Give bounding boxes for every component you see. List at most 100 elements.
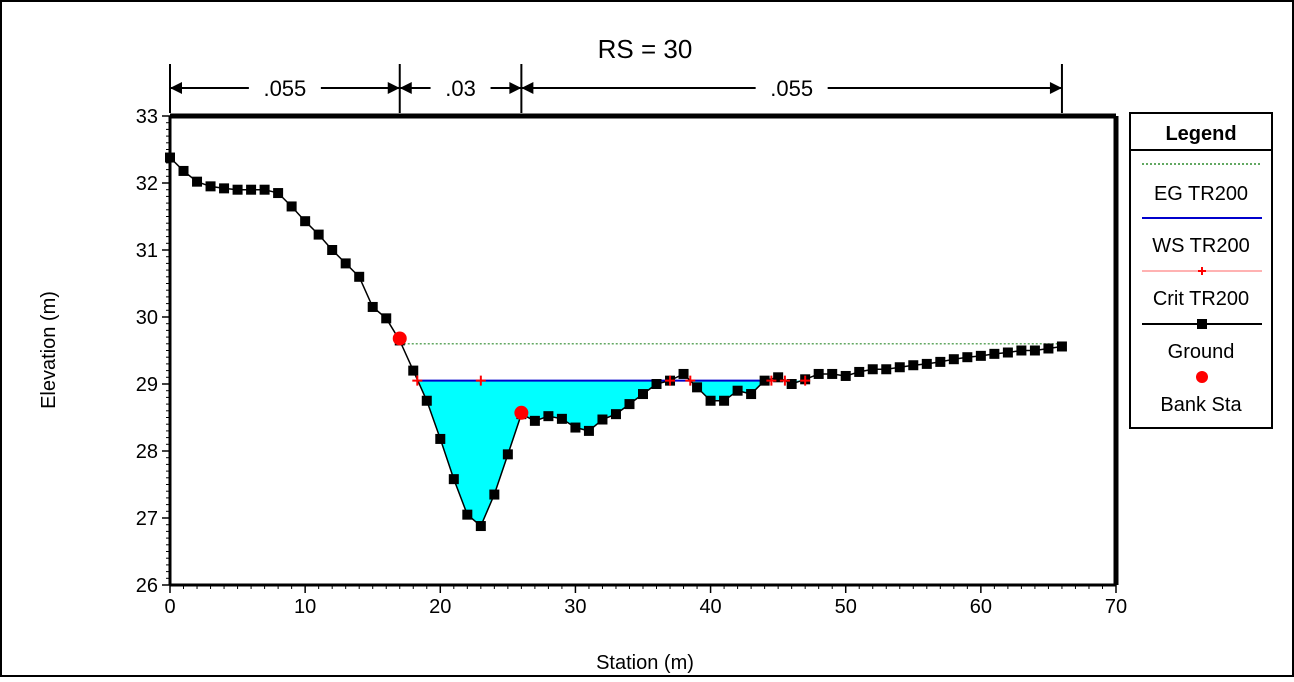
ground-point <box>381 313 392 324</box>
legend-ws-label: WS TR200 <box>1152 235 1249 257</box>
series-layer <box>165 152 1067 532</box>
manning-arrowhead-left <box>170 82 182 94</box>
ground-point <box>354 271 365 282</box>
legend-crit-marker <box>1198 267 1206 275</box>
crit-point <box>779 375 790 386</box>
ground-point <box>840 370 851 381</box>
ground-point <box>192 176 203 187</box>
legend-title: Legend <box>1165 123 1236 145</box>
manning-header: .055 .03 .055 <box>169 64 1063 113</box>
ground-point <box>678 368 689 379</box>
crit-point <box>665 375 676 386</box>
ground-point <box>1016 345 1027 356</box>
legend-eg-label: EG TR200 <box>1154 183 1248 205</box>
x-tick-label-1: 10 <box>294 596 316 618</box>
ground-point <box>827 368 838 379</box>
ground-point <box>327 245 338 255</box>
ground-point <box>948 354 959 365</box>
bank-station-point <box>514 405 529 420</box>
ground-point <box>692 382 703 393</box>
ground-point <box>1029 345 1040 356</box>
ground-point <box>651 379 662 389</box>
crit-point <box>685 375 696 386</box>
ground-point <box>340 258 351 269</box>
y-tick-label-4: 30 <box>136 307 158 329</box>
ground-point <box>854 366 865 377</box>
ground-point <box>894 362 905 373</box>
x-tick-label-6: 60 <box>970 596 992 618</box>
ground-point <box>273 188 284 199</box>
ground-point <box>597 414 608 425</box>
ground-point <box>989 348 1000 359</box>
crit-point <box>412 375 423 386</box>
ground-point <box>1043 343 1054 354</box>
manning-arrowhead-left <box>399 82 412 94</box>
legend-ground-label: Ground <box>1168 341 1235 363</box>
x-tick-label-3: 30 <box>564 596 586 618</box>
ground-point <box>367 301 378 312</box>
ground-point <box>259 184 270 195</box>
legend: Legend EG TR200 WS TR200 Crit TR200 Grou… <box>1129 112 1273 429</box>
ground-point <box>921 358 932 369</box>
ground-point <box>462 509 473 520</box>
ground-point <box>773 372 784 383</box>
crit-point <box>766 375 777 386</box>
y-axis-label: Elevation (m) <box>38 291 60 409</box>
crit-point <box>475 375 486 386</box>
ground-point <box>786 379 797 389</box>
x-axis-label: Station (m) <box>596 652 694 674</box>
ground-point <box>908 360 919 371</box>
chart-title: RS = 30 <box>598 34 693 64</box>
y-tick-label-0: 26 <box>136 575 158 597</box>
ground-point <box>1002 347 1013 358</box>
y-tick-label-3: 29 <box>136 374 158 396</box>
ground-point <box>448 474 459 485</box>
y-axis: 26 27 28 29 30 31 32 33 <box>136 106 170 597</box>
ground-point <box>232 184 243 195</box>
x-tick-label-0: 0 <box>164 596 175 618</box>
plot-area <box>170 116 1116 585</box>
manning-label-2: .055 <box>770 76 813 101</box>
ground-point <box>719 395 730 406</box>
ground-point <box>705 395 716 406</box>
ground-point <box>408 365 419 376</box>
x-tick-label-4: 40 <box>699 596 721 618</box>
x-tick-label-5: 50 <box>835 596 857 618</box>
ground-point <box>962 352 973 363</box>
ground-point <box>489 489 500 500</box>
y-tick-label-1: 27 <box>136 508 158 530</box>
legend-bank-marker <box>1196 371 1208 383</box>
manning-label-0: .055 <box>263 76 306 101</box>
manning-arrowhead-right <box>387 82 400 94</box>
ground-point <box>205 181 216 192</box>
ground-point <box>286 201 297 212</box>
ground-point <box>759 375 770 386</box>
bank-station-point <box>392 331 407 346</box>
ground-point <box>556 413 567 424</box>
ground-point <box>732 385 743 396</box>
ground-point <box>435 433 446 444</box>
x-tick-label-7: 70 <box>1105 596 1127 618</box>
ground-point <box>570 422 581 433</box>
ground-point <box>746 389 757 400</box>
y-tick-label-5: 31 <box>136 240 158 262</box>
x-axis: 0 10 20 30 40 50 60 70 <box>164 585 1127 618</box>
ground-point <box>975 350 986 361</box>
ground-point <box>867 364 878 375</box>
legend-bank-label: Bank Sta <box>1160 394 1242 416</box>
ground-point <box>610 409 621 420</box>
ground-point <box>502 449 513 460</box>
crit-point <box>800 375 811 386</box>
ground-point <box>178 165 189 176</box>
ground-point <box>583 425 594 436</box>
x-tick-label-2: 20 <box>429 596 451 618</box>
manning-arrowhead-right <box>509 82 522 94</box>
y-tick-label-6: 32 <box>136 173 158 195</box>
ground-point <box>313 229 324 240</box>
ground-point <box>638 389 648 400</box>
ground-point <box>935 356 946 367</box>
ground-point <box>300 216 311 227</box>
ground-point <box>475 521 486 532</box>
